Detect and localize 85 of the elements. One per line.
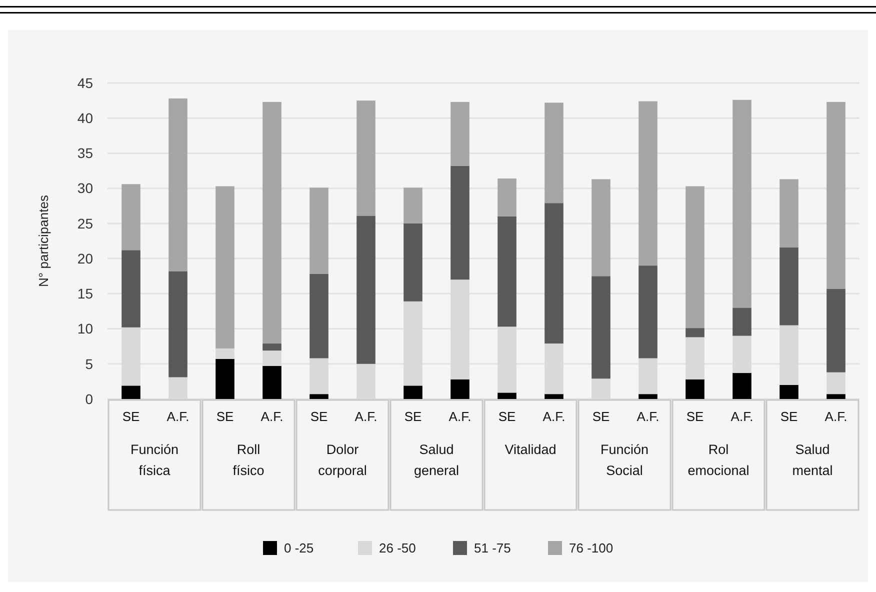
y-tick-label: 15 bbox=[77, 286, 94, 302]
bar bbox=[544, 394, 564, 399]
bar bbox=[592, 276, 610, 379]
bar bbox=[544, 102, 564, 204]
bar bbox=[498, 178, 516, 216]
bar bbox=[310, 188, 328, 274]
bar bbox=[404, 223, 422, 302]
bar bbox=[826, 102, 846, 289]
legend-label: 51 -75 bbox=[474, 540, 511, 556]
bar bbox=[732, 373, 752, 399]
y-tick-label: 10 bbox=[77, 320, 94, 337]
bar bbox=[404, 188, 422, 224]
x-tick-label: SE bbox=[122, 409, 140, 424]
bar bbox=[592, 179, 610, 276]
bar bbox=[498, 392, 516, 399]
legend-label: 76 -100 bbox=[569, 540, 614, 556]
x-tick-label: SE bbox=[498, 409, 516, 424]
y-tick-label: 40 bbox=[77, 110, 94, 126]
bar bbox=[826, 372, 846, 394]
bar bbox=[216, 348, 234, 359]
bar bbox=[168, 271, 188, 378]
bar bbox=[686, 379, 704, 399]
bar bbox=[122, 250, 140, 328]
x-tick-label: SE bbox=[404, 409, 422, 424]
bar bbox=[544, 203, 564, 344]
x-tick-label: A.F. bbox=[636, 409, 660, 424]
bar bbox=[216, 358, 234, 399]
text: Vitalidad bbox=[504, 442, 556, 457]
text: Función Social bbox=[600, 442, 649, 478]
legend-label: 0 -25 bbox=[284, 540, 314, 556]
bar bbox=[262, 366, 282, 399]
bar bbox=[310, 394, 328, 399]
bar bbox=[638, 101, 658, 266]
bar bbox=[450, 102, 470, 166]
x-tick-label: A.F. bbox=[448, 409, 472, 424]
bar bbox=[780, 384, 798, 399]
x-tick-label: SE bbox=[216, 409, 234, 424]
bar bbox=[732, 308, 752, 336]
bar bbox=[732, 100, 752, 308]
bar bbox=[404, 386, 422, 399]
text: Roll físico bbox=[232, 442, 264, 478]
y-tick-label: 20 bbox=[77, 250, 94, 266]
bar bbox=[122, 386, 140, 399]
y-tick-label: 25 bbox=[77, 215, 94, 232]
bar bbox=[450, 379, 470, 399]
text: Función física bbox=[130, 442, 179, 478]
y-tick-label: 5 bbox=[85, 356, 94, 372]
text: Salud general bbox=[414, 442, 460, 478]
x-tick-label: SE bbox=[686, 409, 704, 424]
x-tick-label: SE bbox=[780, 409, 798, 424]
legend-label: 26 -50 bbox=[379, 540, 416, 556]
text: Rol emocional bbox=[688, 442, 750, 478]
x-tick-label: A.F. bbox=[730, 409, 754, 424]
bar bbox=[686, 328, 704, 338]
y-tick-label: 45 bbox=[77, 74, 94, 91]
bar bbox=[780, 179, 798, 248]
bar bbox=[638, 266, 658, 358]
bar bbox=[122, 184, 140, 250]
bar bbox=[262, 102, 282, 344]
x-tick-label: A.F. bbox=[542, 409, 566, 424]
text: Salud mental bbox=[792, 442, 833, 478]
x-tick-label: A.F. bbox=[824, 409, 848, 424]
y-axis-title: N° participantes bbox=[36, 194, 51, 287]
x-tick-label: SE bbox=[310, 409, 328, 424]
bar bbox=[216, 186, 234, 348]
bar bbox=[356, 216, 376, 364]
bar bbox=[686, 186, 704, 328]
bar bbox=[826, 394, 846, 399]
y-tick-label: 35 bbox=[77, 145, 94, 162]
x-tick-label: A.F. bbox=[166, 409, 190, 424]
x-tick-label: A.F. bbox=[354, 409, 378, 424]
bar bbox=[780, 247, 798, 326]
bar bbox=[168, 98, 188, 272]
y-tick-label: 0 bbox=[85, 390, 94, 407]
bar bbox=[262, 344, 282, 351]
bar bbox=[498, 216, 516, 327]
x-tick-label: SE bbox=[592, 409, 610, 424]
x-tick-label: A.F. bbox=[260, 409, 284, 424]
bar bbox=[310, 274, 328, 358]
bar bbox=[826, 288, 846, 372]
bar bbox=[638, 394, 658, 399]
bar bbox=[450, 166, 470, 280]
text: Dolor corporal bbox=[318, 442, 367, 478]
y-tick-label: 30 bbox=[77, 180, 94, 196]
bar bbox=[356, 100, 376, 216]
